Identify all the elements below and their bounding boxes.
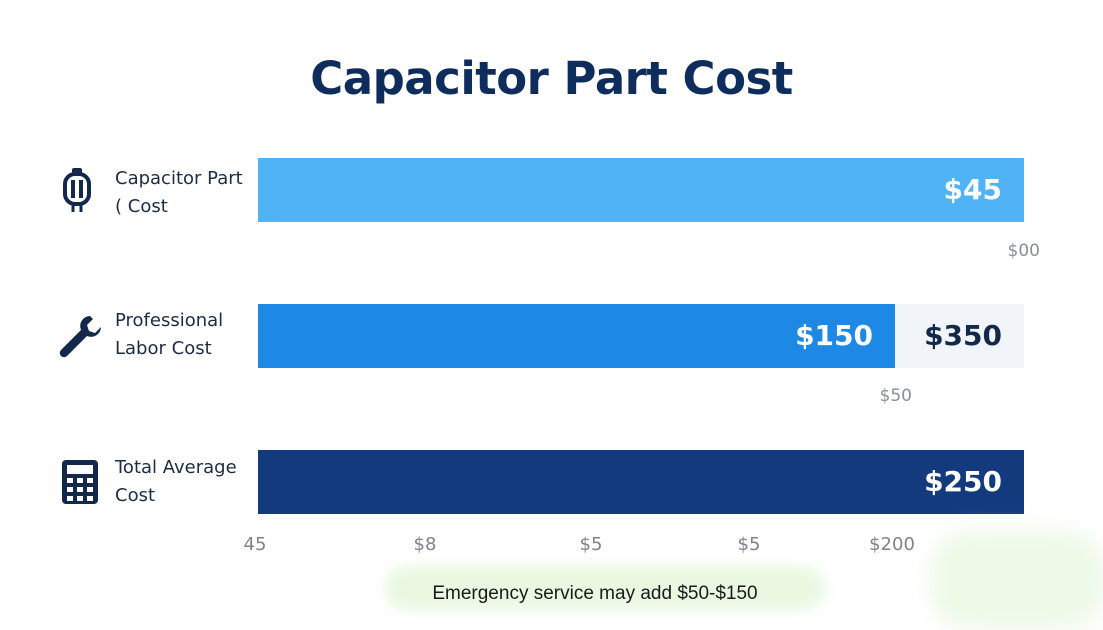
bar-value-capacitor-part: $45 (943, 173, 1002, 206)
row-label-line2: ( Cost (115, 196, 168, 217)
capacitor-icon (63, 168, 91, 212)
wrench-icon (59, 316, 101, 358)
bar-labor-segment-2 (895, 304, 1024, 368)
bar-value-labor-segment-2: $350 (924, 319, 1002, 352)
note-highlight (385, 566, 825, 610)
row-label-line2: Labor Cost (115, 338, 212, 359)
row-label-line1: Professional (115, 310, 224, 331)
chart-title: Capacitor Part Cost (310, 52, 793, 105)
x-tick-label: 45 (243, 534, 267, 555)
sub-tick-labor: $50 (879, 386, 912, 406)
row-label-line1: Total Average (115, 457, 237, 478)
bar-labor-segment-1 (258, 304, 895, 368)
x-tick-label: $5 (737, 534, 761, 555)
row-label-line2: Cost (115, 485, 156, 506)
row-label-line1: Capacitor Part (115, 168, 243, 189)
row-label-capacitor: Capacitor Part ( Cost (115, 165, 255, 221)
x-tick-label: $200 (869, 534, 915, 555)
emergency-service-note: Emergency service may add $50-$150 (432, 583, 758, 604)
row-label-total: Total Average Cost (115, 454, 255, 510)
x-tick-label: $8 (413, 534, 437, 555)
bar-capacitor-part (258, 158, 1024, 222)
bar-value-total-average: $250 (924, 465, 1002, 498)
bar-value-labor-segment-1: $150 (795, 319, 873, 352)
bar-total-average (258, 450, 1024, 514)
x-tick-label: $5 (579, 534, 603, 555)
background-wash (930, 530, 1103, 630)
row-label-labor: Professional Labor Cost (115, 307, 255, 363)
sub-tick-capacitor: $00 (1007, 241, 1040, 261)
calculator-icon (62, 460, 98, 504)
